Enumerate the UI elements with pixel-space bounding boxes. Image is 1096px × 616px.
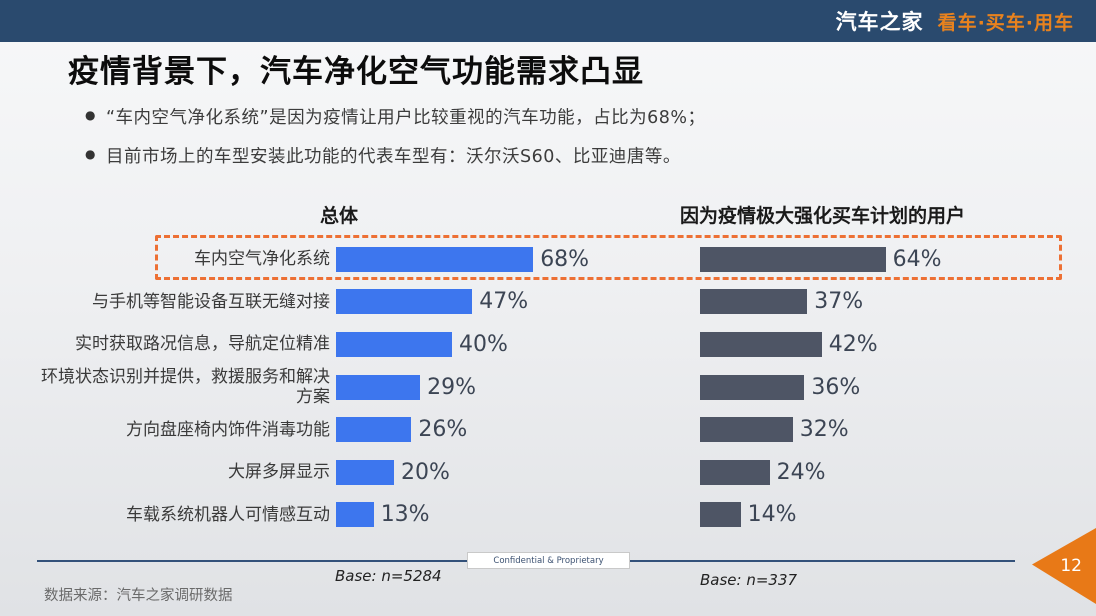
brand-tagline: 看车·买车·用车 <box>937 11 1074 34</box>
strengthened-bar <box>700 502 741 528</box>
value-label: 68% <box>540 246 590 272</box>
column-header-overall: 总体 <box>320 205 359 227</box>
value-label: 64% <box>892 246 942 272</box>
overall-cell: 68% <box>330 246 694 272</box>
overall-bar <box>336 502 374 528</box>
value-label: 14% <box>747 502 797 528</box>
category-label: 环境状态识别并提供，救援服务和解决方案 <box>41 367 330 408</box>
value-label: 20% <box>401 459 450 485</box>
category-label: 与手机等智能设备互联无缝对接 <box>92 291 330 312</box>
page-title: 疫情背景下，汽车净化空气功能需求凸显 <box>68 54 644 90</box>
confidential-badge: Confidential & Proprietary <box>467 552 630 569</box>
brand-logo: 汽车之家 <box>835 10 924 34</box>
value-label: 24% <box>776 459 826 485</box>
value-label: 29% <box>427 374 476 400</box>
value-label: 32% <box>799 417 849 443</box>
value-label: 13% <box>380 502 430 528</box>
value-label: 40% <box>459 331 508 357</box>
page-number-triangle: 12 <box>1032 528 1096 604</box>
overall-bar <box>336 289 473 315</box>
category-label: 车内空气净化系统 <box>194 249 330 270</box>
value-label: 37% <box>814 289 864 315</box>
strengthened-bar <box>700 417 793 443</box>
column-header-strengthened: 因为疫情极大强化买车计划的用户 <box>680 205 966 227</box>
strengthened-cell: 42% <box>694 331 1092 357</box>
category-label: 大屏多屏显示 <box>228 462 330 483</box>
strengthened-cell: 64% <box>694 246 1092 272</box>
value-label: 36% <box>811 374 861 400</box>
strengthened-bar <box>700 331 822 357</box>
chart-row: 环境状态识别并提供，救援服务和解决方案 29% 36% <box>40 366 1092 409</box>
bullet-item: ● “车内空气净化系统”是因为疫情让用户比较重视的汽车功能，占比为68%； <box>85 104 706 129</box>
strengthened-cell: 37% <box>694 289 1092 315</box>
chart-row: 大屏多屏显示 20% 24% <box>40 451 1092 494</box>
chart-rows: 车内空气净化系统 68% 64% 与手机等智能设备互联无缝对接 47% 37% 实时获取路况… <box>40 238 1092 536</box>
strengthened-cell: 14% <box>694 502 1092 528</box>
strengthened-bar <box>700 459 770 485</box>
overall-bar <box>336 459 394 485</box>
base-strengthened: Base: n=337 <box>700 571 798 589</box>
strengthened-bar <box>700 289 808 315</box>
chart-row: 车内空气净化系统 68% 64% <box>40 238 1092 281</box>
overall-cell: 29% <box>330 374 694 400</box>
data-source: 数据来源：汽车之家调研数据 <box>44 588 233 604</box>
overall-cell: 13% <box>330 502 694 528</box>
category-label: 方向盘座椅内饰件消毒功能 <box>126 419 330 440</box>
value-label: 26% <box>418 417 468 443</box>
strengthened-bar <box>700 374 805 400</box>
highlight-box <box>155 235 1062 280</box>
value-label: 47% <box>479 289 529 315</box>
overall-bar <box>336 417 412 443</box>
strengthened-cell: 24% <box>694 459 1092 485</box>
category-label: 车载系统机器人可情感互动 <box>126 504 330 525</box>
bullet-list: ● “车内空气净化系统”是因为疫情让用户比较重视的汽车功能，占比为68%； ● … <box>85 104 706 182</box>
chart-row: 与手机等智能设备互联无缝对接 47% 37% <box>40 281 1092 324</box>
strengthened-cell: 32% <box>694 417 1092 443</box>
value-label: 42% <box>828 331 878 357</box>
page-number: 12 <box>1060 556 1082 576</box>
top-bar: 汽车之家 看车·买车·用车 <box>0 0 1096 42</box>
overall-bar <box>336 246 534 272</box>
bullet-text: 目前市场上的车型安装此功能的代表车型有：沃尔沃S60、比亚迪唐等。 <box>105 147 681 167</box>
overall-cell: 26% <box>330 417 694 443</box>
bullet-item: ● 目前市场上的车型安装此功能的代表车型有：沃尔沃S60、比亚迪唐等。 <box>85 143 706 168</box>
overall-cell: 40% <box>330 331 694 357</box>
category-label: 实时获取路况信息，导航定位精准 <box>75 334 330 355</box>
bullet-dot-icon: ● <box>85 147 96 161</box>
strengthened-cell: 36% <box>694 374 1092 400</box>
overall-cell: 47% <box>330 289 694 315</box>
base-overall: Base: n=5284 <box>335 567 442 585</box>
overall-cell: 20% <box>330 459 694 485</box>
chart-row: 实时获取路况信息，导航定位精准 40% 42% <box>40 323 1092 366</box>
bullet-text: “车内空气净化系统”是因为疫情让用户比较重视的汽车功能，占比为68%； <box>105 108 706 128</box>
overall-bar <box>336 374 421 400</box>
strengthened-bar <box>700 246 886 272</box>
chart-row: 方向盘座椅内饰件消毒功能 26% 32% <box>40 408 1092 451</box>
bullet-dot-icon: ● <box>85 108 96 122</box>
overall-bar <box>336 331 452 357</box>
chart-row: 车载系统机器人可情感互动 13% 14% <box>40 494 1092 537</box>
